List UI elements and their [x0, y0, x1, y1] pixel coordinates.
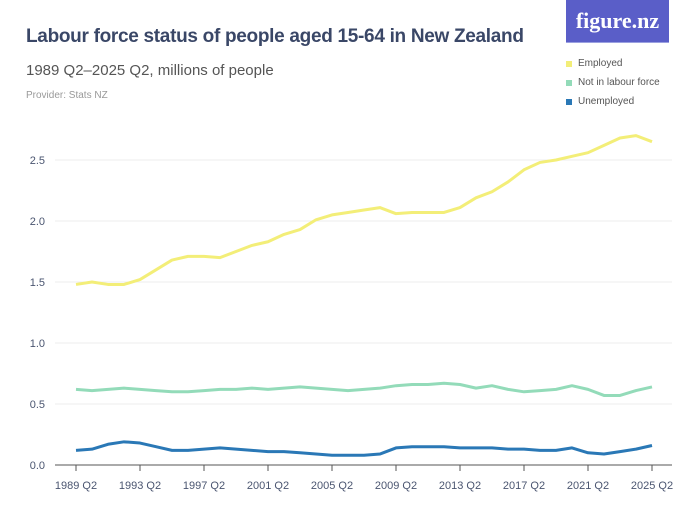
x-tick-label: 2009 Q2 — [375, 480, 417, 492]
y-tick-label: 2.5 — [30, 155, 45, 167]
legend: Employed Not in labour force Unemployed — [566, 54, 660, 111]
legend-swatch — [566, 98, 572, 105]
legend-label: Employed — [578, 58, 623, 69]
provider-text: Provider: Stats NZ — [26, 90, 108, 101]
x-tick-label: 2025 Q2 — [631, 480, 673, 492]
x-tick-label: 2001 Q2 — [247, 480, 289, 492]
legend-swatch — [566, 79, 572, 86]
x-tick-label: 2005 Q2 — [311, 480, 353, 492]
figure-nz-logo[interactable]: figure.nz — [566, 0, 669, 43]
y-tick-label: 0.5 — [30, 399, 45, 411]
y-tick-label: 1.0 — [30, 338, 45, 350]
legend-item: Not in labour force — [566, 73, 660, 92]
legend-item: Unemployed — [566, 92, 660, 111]
x-tick-label: 2021 Q2 — [567, 480, 609, 492]
y-tick-label: 2.0 — [30, 216, 45, 228]
legend-swatch — [566, 60, 572, 67]
chart-subtitle: 1989 Q2–2025 Q2, millions of people — [26, 62, 274, 79]
x-tick-label: 1989 Q2 — [55, 480, 97, 492]
legend-label: Unemployed — [578, 96, 635, 107]
x-tick-label: 2013 Q2 — [439, 480, 481, 492]
legend-item: Employed — [566, 54, 660, 73]
series-line-unemployed — [75, 440, 653, 457]
y-tick-label: 0.0 — [30, 460, 45, 472]
x-tick-label: 1997 Q2 — [183, 480, 225, 492]
x-tick-label: 1993 Q2 — [119, 480, 161, 492]
x-tick-label: 2017 Q2 — [503, 480, 545, 492]
legend-label: Not in labour force — [578, 77, 660, 88]
y-tick-label: 1.5 — [30, 277, 45, 289]
chart-title: Labour force status of people aged 15-64… — [26, 26, 524, 47]
